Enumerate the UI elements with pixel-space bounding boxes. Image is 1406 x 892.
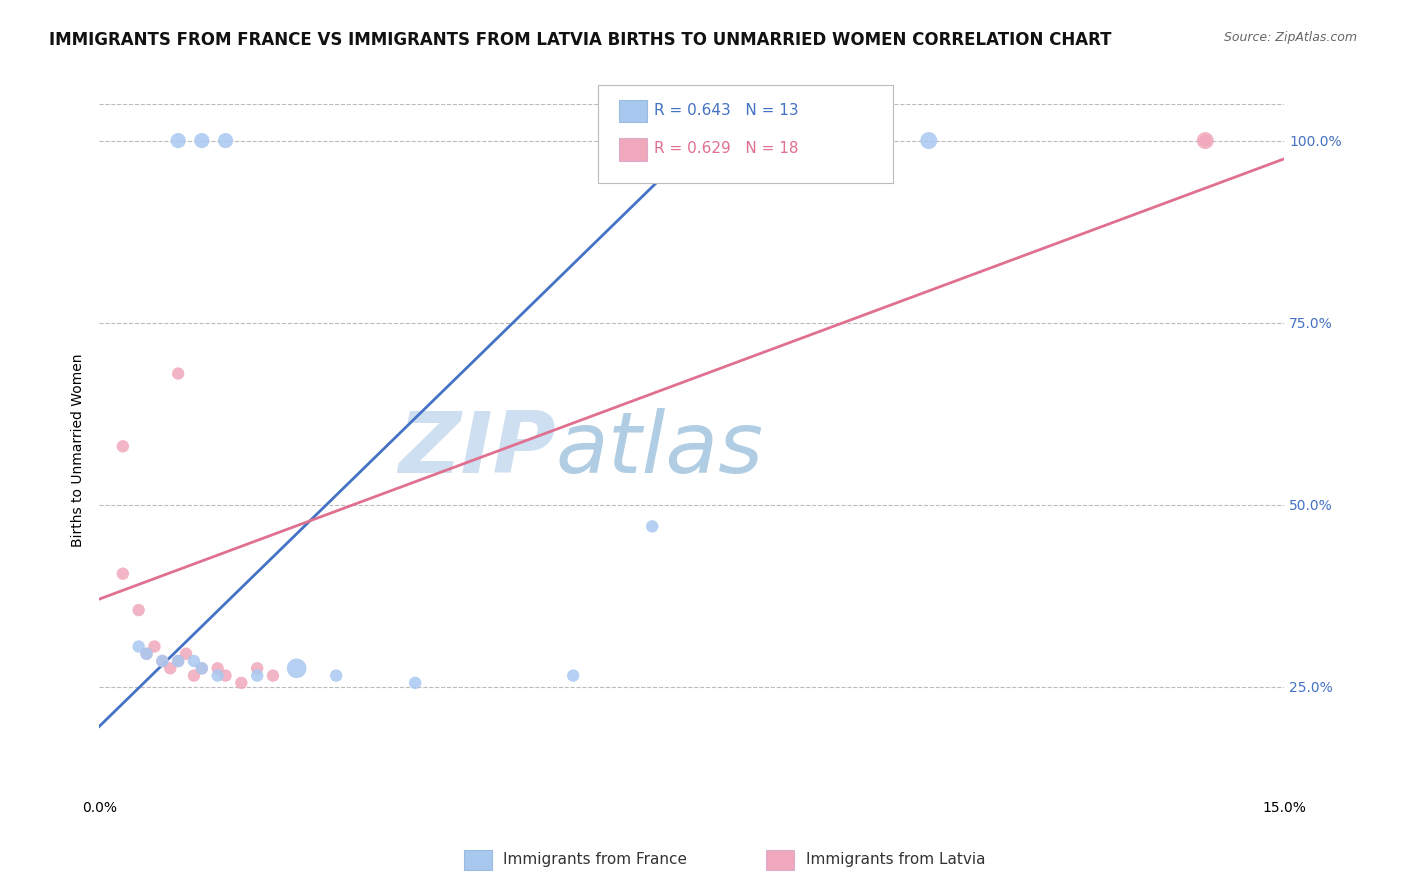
Point [404,676,426,690]
Point [207,661,229,675]
Point [167,134,190,148]
Text: Source: ZipAtlas.com: Source: ZipAtlas.com [1223,31,1357,45]
Point [207,668,229,682]
Text: Immigrants from France: Immigrants from France [503,853,688,867]
Point [562,668,585,682]
Point [191,661,214,675]
Point [143,640,166,654]
Point [167,654,190,668]
Point [135,647,157,661]
Text: IMMIGRANTS FROM FRANCE VS IMMIGRANTS FROM LATVIA BIRTHS TO UNMARRIED WOMEN CORRE: IMMIGRANTS FROM FRANCE VS IMMIGRANTS FRO… [49,31,1112,49]
Text: ZIP: ZIP [398,409,555,491]
Point [191,661,214,675]
Point [191,134,214,148]
Text: R = 0.643   N = 13: R = 0.643 N = 13 [654,103,799,118]
Point [128,640,150,654]
Point [135,647,157,661]
Point [262,668,284,682]
Point [128,603,150,617]
Point [231,676,253,690]
Point [641,519,664,533]
Point [325,668,347,682]
Point [183,668,205,682]
Point [111,566,134,581]
Point [246,668,269,682]
Point [214,134,236,148]
Point [167,654,190,668]
Point [183,654,205,668]
Point [214,668,236,682]
Point [1194,134,1216,148]
Point [918,134,941,148]
Point [1194,134,1216,148]
Text: R = 0.629   N = 18: R = 0.629 N = 18 [654,142,799,156]
Point [150,654,173,668]
Point [159,661,181,675]
Point [246,661,269,675]
Point [285,661,308,675]
Point [150,654,173,668]
Y-axis label: Births to Unmarried Women: Births to Unmarried Women [72,353,86,547]
Point [167,367,190,381]
Point [111,439,134,453]
Point [174,647,197,661]
Text: atlas: atlas [555,409,763,491]
Text: Immigrants from Latvia: Immigrants from Latvia [806,853,986,867]
